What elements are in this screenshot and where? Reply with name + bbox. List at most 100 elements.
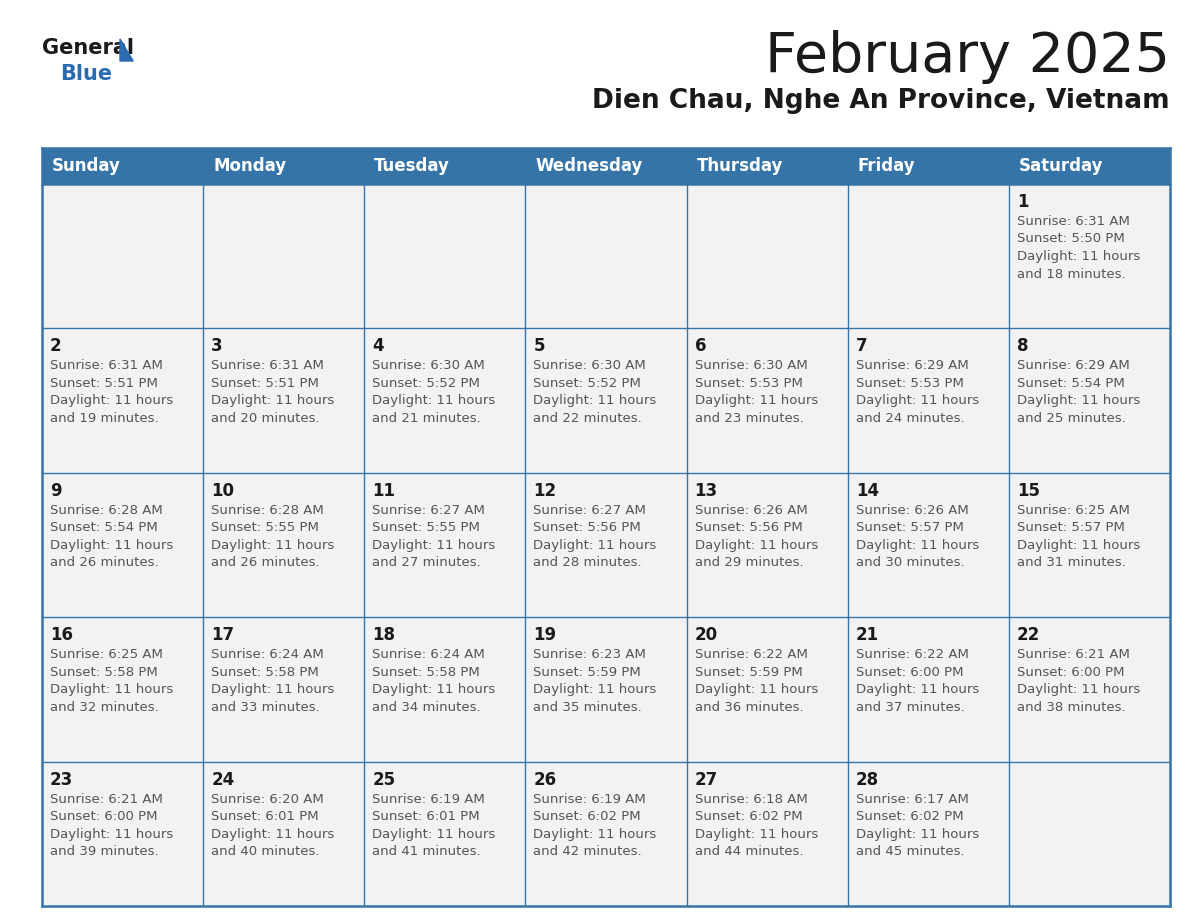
Text: Sunset: 6:01 PM: Sunset: 6:01 PM bbox=[211, 810, 318, 823]
Text: and 25 minutes.: and 25 minutes. bbox=[1017, 412, 1125, 425]
FancyBboxPatch shape bbox=[687, 762, 848, 906]
Text: Dien Chau, Nghe An Province, Vietnam: Dien Chau, Nghe An Province, Vietnam bbox=[593, 88, 1170, 114]
Text: and 30 minutes.: and 30 minutes. bbox=[855, 556, 965, 569]
Text: 20: 20 bbox=[695, 626, 718, 644]
FancyBboxPatch shape bbox=[365, 329, 525, 473]
Text: Sunset: 5:55 PM: Sunset: 5:55 PM bbox=[372, 521, 480, 534]
Text: Sunset: 5:56 PM: Sunset: 5:56 PM bbox=[695, 521, 802, 534]
Text: Daylight: 11 hours: Daylight: 11 hours bbox=[533, 539, 657, 552]
Text: Sunrise: 6:28 AM: Sunrise: 6:28 AM bbox=[50, 504, 163, 517]
Text: 14: 14 bbox=[855, 482, 879, 499]
Text: 19: 19 bbox=[533, 626, 556, 644]
Text: Sunrise: 6:21 AM: Sunrise: 6:21 AM bbox=[50, 792, 163, 806]
Text: and 45 minutes.: and 45 minutes. bbox=[855, 845, 965, 858]
Text: Friday: Friday bbox=[858, 157, 915, 175]
Text: Sunrise: 6:27 AM: Sunrise: 6:27 AM bbox=[372, 504, 485, 517]
Text: and 41 minutes.: and 41 minutes. bbox=[372, 845, 481, 858]
FancyBboxPatch shape bbox=[848, 473, 1009, 617]
Text: Daylight: 11 hours: Daylight: 11 hours bbox=[1017, 683, 1140, 696]
Text: Sunset: 5:54 PM: Sunset: 5:54 PM bbox=[50, 521, 158, 534]
Text: and 21 minutes.: and 21 minutes. bbox=[372, 412, 481, 425]
FancyBboxPatch shape bbox=[365, 184, 525, 329]
Text: and 18 minutes.: and 18 minutes. bbox=[1017, 267, 1125, 281]
Text: 17: 17 bbox=[211, 626, 234, 644]
FancyBboxPatch shape bbox=[365, 617, 525, 762]
FancyBboxPatch shape bbox=[525, 329, 687, 473]
Text: 13: 13 bbox=[695, 482, 718, 499]
Text: Sunrise: 6:27 AM: Sunrise: 6:27 AM bbox=[533, 504, 646, 517]
Text: Blue: Blue bbox=[61, 64, 112, 84]
Text: 8: 8 bbox=[1017, 338, 1029, 355]
Text: Sunrise: 6:20 AM: Sunrise: 6:20 AM bbox=[211, 792, 324, 806]
FancyBboxPatch shape bbox=[365, 762, 525, 906]
Text: Daylight: 11 hours: Daylight: 11 hours bbox=[855, 828, 979, 841]
FancyBboxPatch shape bbox=[1009, 617, 1170, 762]
FancyBboxPatch shape bbox=[525, 473, 687, 617]
Text: Sunrise: 6:24 AM: Sunrise: 6:24 AM bbox=[211, 648, 324, 661]
Text: and 22 minutes.: and 22 minutes. bbox=[533, 412, 643, 425]
Text: Daylight: 11 hours: Daylight: 11 hours bbox=[372, 828, 495, 841]
Text: and 38 minutes.: and 38 minutes. bbox=[1017, 700, 1125, 713]
Text: Daylight: 11 hours: Daylight: 11 hours bbox=[533, 828, 657, 841]
Text: 21: 21 bbox=[855, 626, 879, 644]
Text: Sunset: 5:56 PM: Sunset: 5:56 PM bbox=[533, 521, 642, 534]
Text: Sunday: Sunday bbox=[52, 157, 121, 175]
Text: and 27 minutes.: and 27 minutes. bbox=[372, 556, 481, 569]
Text: Sunrise: 6:30 AM: Sunrise: 6:30 AM bbox=[695, 360, 808, 373]
Text: Sunrise: 6:30 AM: Sunrise: 6:30 AM bbox=[533, 360, 646, 373]
FancyBboxPatch shape bbox=[848, 184, 1009, 329]
Text: Daylight: 11 hours: Daylight: 11 hours bbox=[855, 539, 979, 552]
Text: Sunset: 5:50 PM: Sunset: 5:50 PM bbox=[1017, 232, 1125, 245]
FancyBboxPatch shape bbox=[203, 473, 365, 617]
Polygon shape bbox=[120, 39, 133, 61]
FancyBboxPatch shape bbox=[525, 762, 687, 906]
Text: and 32 minutes.: and 32 minutes. bbox=[50, 700, 159, 713]
Text: 3: 3 bbox=[211, 338, 223, 355]
Text: and 33 minutes.: and 33 minutes. bbox=[211, 700, 320, 713]
Text: and 24 minutes.: and 24 minutes. bbox=[855, 412, 965, 425]
Text: Sunset: 6:02 PM: Sunset: 6:02 PM bbox=[855, 810, 963, 823]
Text: and 19 minutes.: and 19 minutes. bbox=[50, 412, 159, 425]
Text: General: General bbox=[42, 38, 134, 58]
Text: Sunset: 5:55 PM: Sunset: 5:55 PM bbox=[211, 521, 320, 534]
Text: Sunset: 6:02 PM: Sunset: 6:02 PM bbox=[695, 810, 802, 823]
Text: Daylight: 11 hours: Daylight: 11 hours bbox=[533, 395, 657, 408]
Text: 7: 7 bbox=[855, 338, 867, 355]
Text: Sunrise: 6:24 AM: Sunrise: 6:24 AM bbox=[372, 648, 485, 661]
Text: and 44 minutes.: and 44 minutes. bbox=[695, 845, 803, 858]
Text: Sunrise: 6:25 AM: Sunrise: 6:25 AM bbox=[50, 648, 163, 661]
Text: and 39 minutes.: and 39 minutes. bbox=[50, 845, 159, 858]
FancyBboxPatch shape bbox=[687, 473, 848, 617]
Text: February 2025: February 2025 bbox=[765, 30, 1170, 84]
Text: Wednesday: Wednesday bbox=[536, 157, 643, 175]
Text: Sunset: 5:51 PM: Sunset: 5:51 PM bbox=[50, 377, 158, 390]
Text: Sunset: 5:52 PM: Sunset: 5:52 PM bbox=[533, 377, 642, 390]
Text: Sunrise: 6:31 AM: Sunrise: 6:31 AM bbox=[211, 360, 324, 373]
FancyBboxPatch shape bbox=[1009, 473, 1170, 617]
Text: Daylight: 11 hours: Daylight: 11 hours bbox=[695, 828, 817, 841]
Text: 12: 12 bbox=[533, 482, 556, 499]
Text: Sunrise: 6:30 AM: Sunrise: 6:30 AM bbox=[372, 360, 485, 373]
Text: Sunset: 5:58 PM: Sunset: 5:58 PM bbox=[50, 666, 158, 678]
FancyBboxPatch shape bbox=[848, 762, 1009, 906]
Text: 11: 11 bbox=[372, 482, 396, 499]
Text: Sunset: 5:52 PM: Sunset: 5:52 PM bbox=[372, 377, 480, 390]
Text: and 36 minutes.: and 36 minutes. bbox=[695, 700, 803, 713]
FancyBboxPatch shape bbox=[42, 762, 203, 906]
Text: Daylight: 11 hours: Daylight: 11 hours bbox=[211, 539, 334, 552]
Text: Sunset: 5:59 PM: Sunset: 5:59 PM bbox=[695, 666, 802, 678]
Text: and 42 minutes.: and 42 minutes. bbox=[533, 845, 642, 858]
FancyBboxPatch shape bbox=[203, 329, 365, 473]
FancyBboxPatch shape bbox=[525, 184, 687, 329]
Text: and 28 minutes.: and 28 minutes. bbox=[533, 556, 642, 569]
FancyBboxPatch shape bbox=[203, 617, 365, 762]
FancyBboxPatch shape bbox=[42, 184, 203, 329]
Text: and 35 minutes.: and 35 minutes. bbox=[533, 700, 643, 713]
Text: Daylight: 11 hours: Daylight: 11 hours bbox=[695, 539, 817, 552]
Text: Sunrise: 6:25 AM: Sunrise: 6:25 AM bbox=[1017, 504, 1130, 517]
FancyBboxPatch shape bbox=[687, 184, 848, 329]
Text: Sunrise: 6:28 AM: Sunrise: 6:28 AM bbox=[211, 504, 324, 517]
FancyBboxPatch shape bbox=[365, 473, 525, 617]
Text: 23: 23 bbox=[50, 770, 74, 789]
Text: Sunrise: 6:18 AM: Sunrise: 6:18 AM bbox=[695, 792, 808, 806]
